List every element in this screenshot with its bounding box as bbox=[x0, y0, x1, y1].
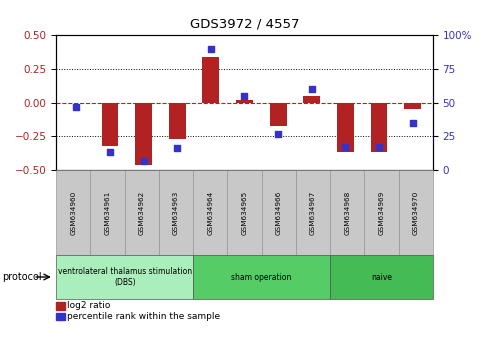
Text: log2 ratio: log2 ratio bbox=[67, 301, 111, 310]
Text: sham operation: sham operation bbox=[231, 273, 291, 281]
Text: GSM634961: GSM634961 bbox=[104, 190, 110, 235]
Text: protocol: protocol bbox=[2, 272, 42, 282]
Text: GSM634964: GSM634964 bbox=[207, 190, 213, 235]
Text: GSM634966: GSM634966 bbox=[275, 190, 281, 235]
Text: percentile rank within the sample: percentile rank within the sample bbox=[67, 312, 220, 321]
Point bbox=[341, 144, 348, 150]
Point bbox=[72, 104, 80, 109]
Point bbox=[140, 158, 147, 163]
Text: GSM634968: GSM634968 bbox=[344, 190, 349, 235]
Point bbox=[374, 144, 382, 150]
Text: GSM634962: GSM634962 bbox=[139, 190, 144, 235]
Text: GDS3972 / 4557: GDS3972 / 4557 bbox=[189, 18, 299, 31]
Bar bbox=[102, 103, 118, 146]
Bar bbox=[202, 57, 219, 103]
Text: GSM634960: GSM634960 bbox=[70, 190, 76, 235]
Point bbox=[106, 150, 114, 155]
Bar bbox=[370, 103, 386, 153]
Text: GSM634970: GSM634970 bbox=[412, 190, 418, 235]
Text: GSM634965: GSM634965 bbox=[241, 190, 247, 235]
Text: ventrolateral thalamus stimulation
(DBS): ventrolateral thalamus stimulation (DBS) bbox=[58, 267, 191, 287]
Bar bbox=[404, 103, 420, 109]
Point bbox=[408, 120, 416, 126]
Bar bbox=[303, 96, 320, 103]
Point bbox=[206, 46, 214, 52]
Bar bbox=[269, 103, 286, 126]
Point bbox=[274, 131, 282, 136]
Text: naive: naive bbox=[370, 273, 391, 281]
Bar bbox=[336, 103, 353, 153]
Bar bbox=[168, 103, 185, 139]
Bar bbox=[135, 103, 152, 165]
Bar bbox=[236, 100, 252, 103]
Point bbox=[173, 145, 181, 151]
Point bbox=[240, 93, 248, 99]
Text: GSM634969: GSM634969 bbox=[378, 190, 384, 235]
Text: GSM634963: GSM634963 bbox=[173, 190, 179, 235]
Point bbox=[307, 86, 315, 92]
Text: GSM634967: GSM634967 bbox=[309, 190, 315, 235]
